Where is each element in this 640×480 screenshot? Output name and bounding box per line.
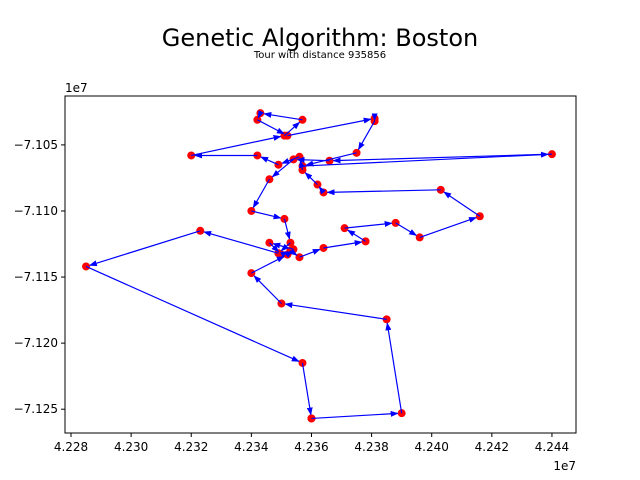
tour-segment bbox=[311, 410, 399, 420]
tour-segment bbox=[268, 242, 280, 253]
tour-segment bbox=[88, 230, 201, 267]
tour-segment bbox=[299, 248, 321, 258]
tour-segment bbox=[284, 302, 387, 320]
y-tick-label: −7.105 bbox=[14, 138, 58, 152]
tour-segment bbox=[323, 240, 363, 249]
y-axis: −7.125 −7.120 −7.115 −7.110 −7.105 bbox=[14, 138, 65, 416]
chart-title: Genetic Algorithm: Boston bbox=[161, 24, 479, 52]
tour-segment bbox=[395, 222, 418, 236]
tour-segment bbox=[263, 111, 303, 121]
tour-segment bbox=[296, 156, 330, 163]
tour-segment bbox=[326, 189, 441, 196]
tour-segment bbox=[301, 362, 313, 416]
tour-segment bbox=[385, 322, 403, 414]
x-tick-label: 4.228 bbox=[54, 440, 88, 454]
x-tick-label: 4.244 bbox=[535, 440, 569, 454]
chart-subtitle: Tour with distance 935856 bbox=[253, 50, 387, 61]
tour-segment bbox=[252, 178, 270, 209]
tour-segment bbox=[260, 156, 279, 166]
plot-frame bbox=[64, 95, 577, 434]
x-tick-label: 4.236 bbox=[294, 440, 328, 454]
tour-path bbox=[85, 110, 552, 420]
y-tick-label: −7.115 bbox=[14, 270, 58, 284]
tour-segment bbox=[283, 218, 291, 240]
tour-segment bbox=[344, 221, 393, 229]
x-axis: 4.228 4.230 4.232 4.234 4.236 4.238 4.240 4.242… bbox=[54, 433, 569, 454]
tour-segment bbox=[191, 135, 282, 157]
tour-segment bbox=[347, 229, 366, 242]
y-tick-label: −7.125 bbox=[14, 402, 58, 416]
tour-segment bbox=[280, 242, 291, 252]
tour-segment bbox=[251, 255, 285, 274]
tour-segment bbox=[271, 158, 294, 178]
tour-segment bbox=[419, 217, 477, 238]
tour-segment bbox=[280, 251, 289, 258]
tour-segment bbox=[257, 119, 285, 135]
tour-segment bbox=[253, 275, 282, 304]
y-tick-label: −7.110 bbox=[14, 204, 58, 218]
tour-segment bbox=[302, 151, 549, 167]
tour-segment bbox=[318, 186, 326, 195]
tour-segment bbox=[358, 120, 376, 151]
x-tick-label: 4.238 bbox=[354, 440, 388, 454]
tour-segment bbox=[284, 121, 301, 137]
x-tick-label: 4.234 bbox=[234, 440, 268, 454]
y-tick-label: −7.120 bbox=[14, 336, 58, 350]
tour-segment bbox=[304, 172, 318, 185]
tour-segment bbox=[203, 230, 279, 254]
tour-segment bbox=[443, 191, 481, 217]
y-offset-label: 1e7 bbox=[65, 81, 88, 95]
tour-segment bbox=[257, 110, 264, 119]
x-tick-label: 4.232 bbox=[174, 440, 208, 454]
tour-segment bbox=[289, 248, 298, 256]
tour-segment bbox=[332, 153, 552, 164]
tour-segment bbox=[287, 117, 372, 137]
tour-segment bbox=[305, 152, 357, 167]
tour-segment bbox=[251, 210, 282, 220]
x-tick-label: 4.230 bbox=[114, 440, 148, 454]
tour-segment bbox=[85, 265, 300, 362]
x-tick-label: 4.242 bbox=[475, 440, 509, 454]
x-offset-label: 1e7 bbox=[553, 459, 576, 473]
x-tick-label: 4.240 bbox=[415, 440, 449, 454]
